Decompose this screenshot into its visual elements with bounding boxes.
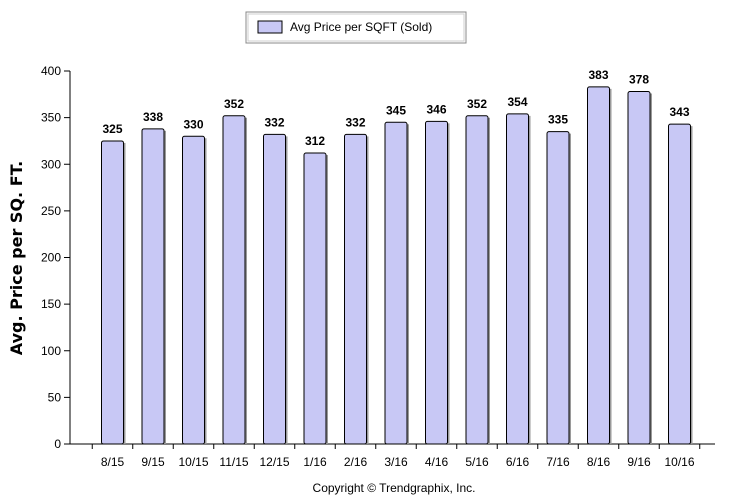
bar (587, 86, 610, 445)
bar (303, 152, 327, 445)
x-tick-label: 10/16 (664, 455, 694, 469)
value-label: 312 (305, 134, 325, 148)
x-tick-label: 9/15 (141, 455, 165, 469)
value-label: 343 (669, 105, 689, 119)
legend-label: Avg Price per SQFT (Sold) (290, 20, 432, 34)
y-tick-label: 100 (41, 344, 61, 358)
x-tick-label: 11/15 (219, 455, 248, 469)
copyright-text: Copyright © Trendgraphix, Inc. (313, 481, 476, 495)
y-axis-label: Avg. Price per SQ. FT. (7, 161, 26, 355)
bar (668, 123, 691, 445)
x-tick-label: 5/16 (465, 455, 489, 469)
x-tick-label: 8/15 (101, 455, 125, 469)
y-axis-ticks: 0 50 100 150 200 250 300 350 400 (41, 64, 70, 451)
bar (344, 133, 367, 445)
y-tick-label: 150 (41, 297, 61, 311)
y-tick-label: 300 (41, 157, 61, 171)
x-tick-label: 7/16 (546, 455, 570, 469)
x-axis-ticks: 8/15 9/15 10/15 11/15 12/15 1/16 2/16 3/16 4/16 5… (91, 444, 701, 469)
y-tick-label: 50 (48, 390, 62, 404)
legend: Avg Price per SQFT (Sold) (245, 11, 467, 44)
bar (101, 140, 124, 445)
value-label: 383 (588, 68, 608, 82)
x-tick-label: 2/16 (344, 455, 368, 469)
y-tick-label: 200 (41, 251, 61, 265)
bar (465, 115, 489, 445)
value-label: 332 (264, 115, 284, 129)
bar (263, 133, 286, 445)
value-label: 330 (183, 117, 203, 131)
value-label: 378 (629, 73, 649, 87)
x-tick-label: 9/16 (627, 455, 651, 469)
bars (101, 86, 693, 445)
value-label: 338 (143, 110, 163, 124)
x-tick-label: 12/15 (259, 455, 289, 469)
x-tick-label: 1/16 (303, 455, 327, 469)
value-label: 332 (345, 115, 365, 129)
y-tick-label: 350 (41, 111, 61, 125)
bar (627, 91, 651, 445)
bar (546, 131, 570, 445)
value-labels: 325 338 330 352 332 312 332 345 346 352 354 335 383 3… (102, 68, 689, 148)
value-label: 335 (548, 113, 568, 127)
y-tick-label: 250 (41, 204, 61, 218)
value-label: 352 (224, 97, 244, 111)
value-label: 345 (386, 103, 406, 117)
bar (506, 113, 529, 445)
bar (141, 128, 165, 445)
legend-frame-shadow (247, 13, 465, 42)
y-tick-label: 0 (54, 437, 61, 451)
bar (222, 115, 246, 445)
value-label: 346 (426, 102, 446, 116)
x-tick-label: 4/16 (425, 455, 449, 469)
legend-swatch (257, 20, 283, 34)
value-label: 354 (507, 95, 527, 109)
x-tick-label: 3/16 (384, 455, 408, 469)
bar (425, 120, 448, 445)
bar (384, 121, 408, 445)
value-label: 325 (102, 122, 122, 136)
y-tick-label: 400 (41, 64, 61, 78)
x-tick-label: 6/16 (506, 455, 530, 469)
legend-frame (245, 11, 467, 44)
x-tick-label: 10/15 (178, 455, 208, 469)
value-label: 352 (467, 97, 487, 111)
bar (182, 135, 205, 445)
x-tick-label: 8/16 (587, 455, 611, 469)
